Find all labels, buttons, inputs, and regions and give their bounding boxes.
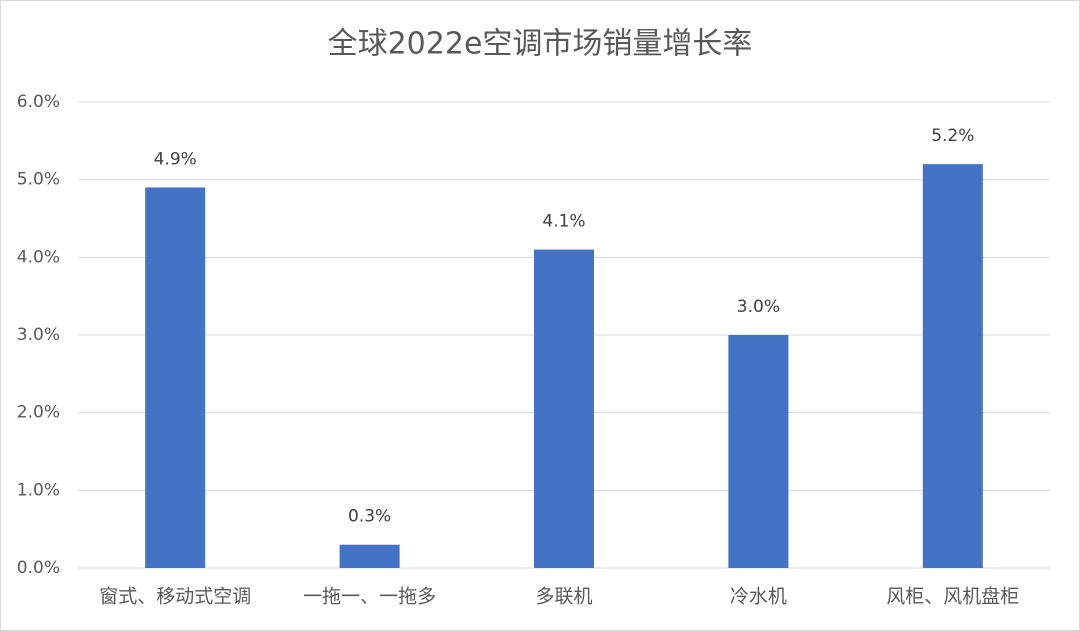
bar (534, 249, 594, 569)
x-tick-label: 窗式、移动式空调 (99, 586, 251, 608)
bar (728, 335, 789, 568)
x-tick-label: 冷水机 (730, 586, 787, 608)
x-tick-label: 风柜、风机盘柜 (886, 586, 1019, 608)
y-tick-label: 4.0% (17, 247, 60, 267)
data-label: 4.9% (154, 149, 197, 169)
chart-title: 全球2022e空调市场销量增长率 (328, 27, 753, 62)
x-tick-label: 一拖一、一拖多 (303, 586, 436, 608)
y-tick-label: 3.0% (17, 325, 60, 345)
data-label: 4.1% (542, 212, 585, 232)
y-tick-label: 1.0% (17, 480, 60, 500)
data-label: 3.0% (737, 297, 780, 317)
bar (922, 164, 983, 568)
bar (339, 544, 400, 568)
y-tick-label: 6.0% (17, 92, 60, 112)
bar (145, 187, 206, 568)
y-tick-label: 5.0% (17, 170, 60, 190)
y-tick-label: 0.0% (17, 558, 60, 578)
x-tick-label: 多联机 (535, 586, 592, 608)
data-label: 0.3% (348, 507, 391, 527)
data-label: 5.2% (931, 126, 974, 146)
y-tick-label: 2.0% (17, 403, 60, 423)
